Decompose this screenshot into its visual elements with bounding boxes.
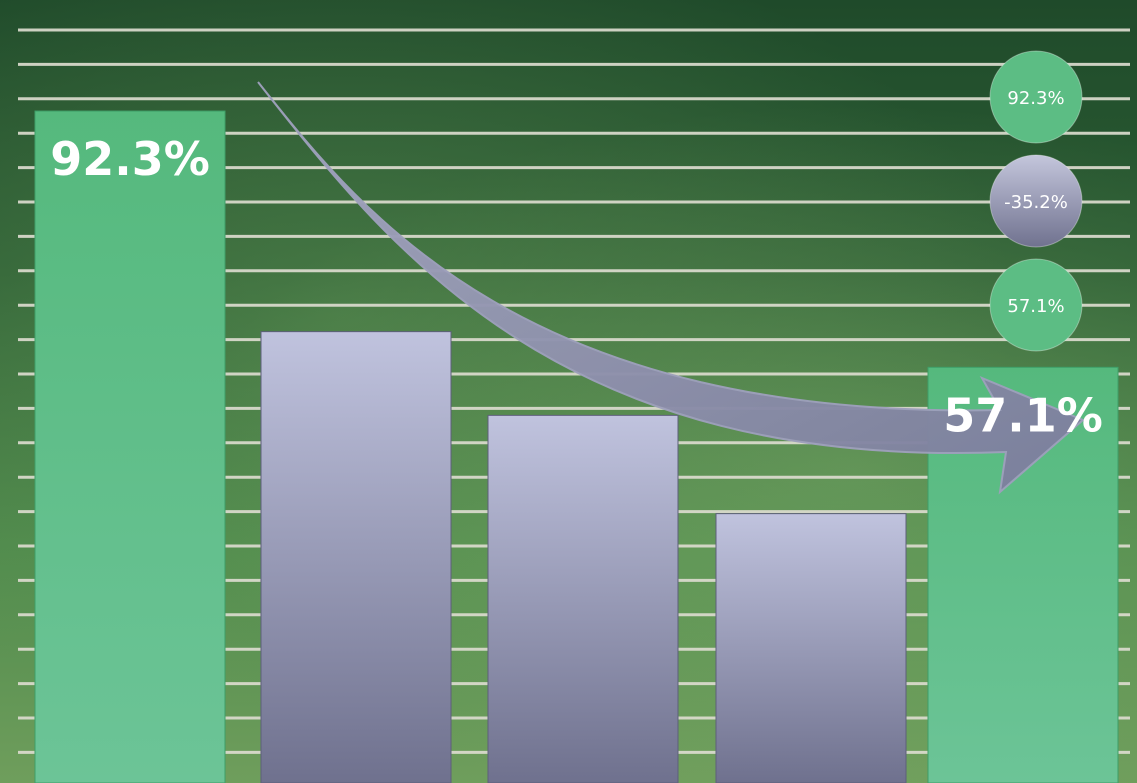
bubble-1: [989, 50, 1083, 144]
bubble-label: 57.1%: [1007, 296, 1064, 317]
bubble-label: 92.3%: [1007, 88, 1064, 109]
bubble-3: [989, 258, 1083, 352]
bar-value-labels: 92.3% 57.1%: [50, 132, 1103, 442]
summary-bubbles: 92.3% -35.2% 57.1%: [989, 50, 1083, 352]
bar-2: [260, 331, 452, 783]
arrow-shape: [257, 81, 1085, 495]
decline-arrow: [257, 81, 1085, 495]
bar-1: [34, 110, 226, 783]
bar-3: [487, 414, 679, 783]
bar-value-label: 92.3%: [50, 132, 210, 186]
bars: [34, 110, 1119, 783]
bar-value-label: 57.1%: [943, 388, 1103, 442]
bubble-2: [989, 154, 1083, 248]
bar-4: [715, 513, 907, 783]
bubble-label: -35.2%: [1004, 192, 1068, 213]
